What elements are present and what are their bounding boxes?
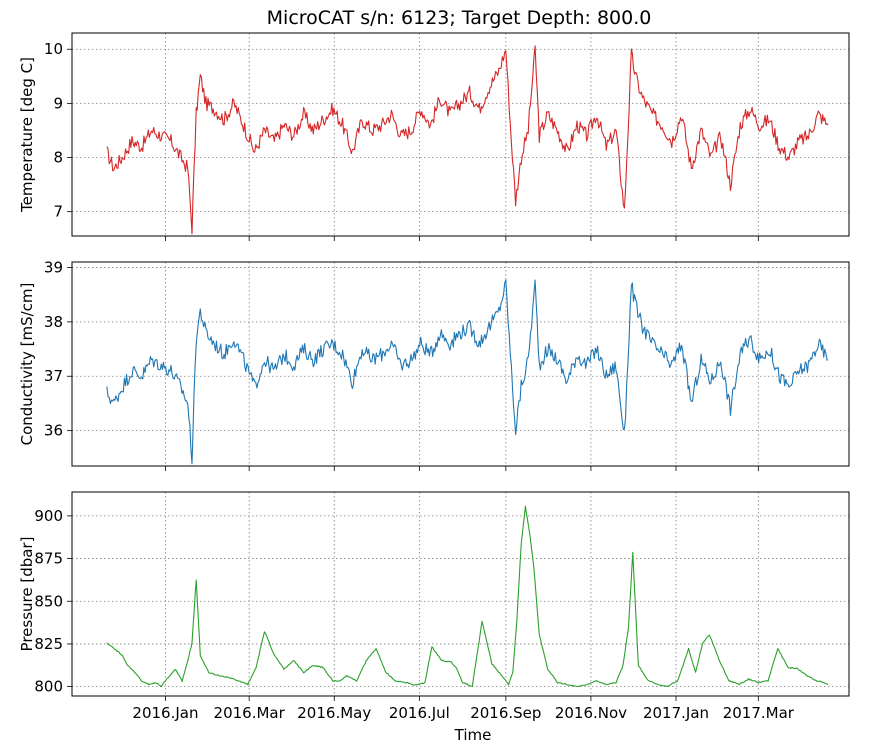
temperature-y-tick-label: 10 (44, 40, 63, 58)
conductivity-y-axis-label: Conductivity [mS/cm] (18, 283, 36, 446)
pressure-y-tick-label: 825 (34, 635, 63, 653)
conductivity-y-tick-label: 37 (44, 367, 63, 385)
conductivity-y-tick-label: 38 (44, 313, 63, 331)
pressure-y-tick-label: 850 (34, 592, 63, 610)
conductivity-series-line (106, 279, 829, 465)
pressure-panel: 2016.Jan 2016.Mar 2016.May 2016.Jul 2016.Sep… (18, 491, 850, 722)
temperature-y-axis-label: Temperature [deg C] (18, 57, 36, 213)
temperature-y-tick-label: 8 (53, 149, 63, 167)
pressure-y-axis-label: Pressure [dbar] (18, 537, 36, 652)
x-axis-label: Time (454, 726, 492, 744)
conductivity-y-tick-label: 36 (44, 422, 63, 440)
pressure-y-tick-label: 800 (34, 678, 63, 696)
conductivity-panel: 36 37 38 39 Conductivity [mS/cm] (18, 258, 850, 471)
plot-panels: 7 8 9 10 Temperature [deg C] 36 37 38 39 Conducti… (18, 32, 850, 722)
temperature-axes-frame (71, 32, 850, 237)
x-tick-label: 2016.Jan (132, 704, 198, 722)
temperature-panel: 7 8 9 10 Temperature [deg C] (18, 32, 850, 241)
x-tick-label: 2016.Jul (389, 704, 450, 722)
pressure-y-tick-label: 875 (34, 550, 63, 568)
chart-title: MicroCAT s/n: 6123; Target Depth: 800.0 (267, 7, 652, 29)
temperature-y-tick-label: 9 (53, 94, 63, 112)
pressure-y-tick-label: 900 (34, 507, 63, 525)
x-tick-label: 2016.Sep (470, 704, 541, 722)
conductivity-y-tick-label: 39 (44, 258, 63, 276)
x-tick-label: 2016.May (297, 704, 371, 722)
x-tick-label: 2016.Mar (214, 704, 286, 722)
conductivity-axes-frame (71, 261, 850, 467)
x-tick-label: 2017.Mar (723, 704, 795, 722)
pressure-series-line (106, 505, 829, 688)
x-tick-label: 2017.Jan (643, 704, 709, 722)
temperature-y-tick-label: 7 (53, 203, 63, 221)
temperature-series-line (106, 45, 829, 235)
pressure-axes-frame (71, 491, 850, 697)
x-tick-label: 2016.Nov (555, 704, 627, 722)
